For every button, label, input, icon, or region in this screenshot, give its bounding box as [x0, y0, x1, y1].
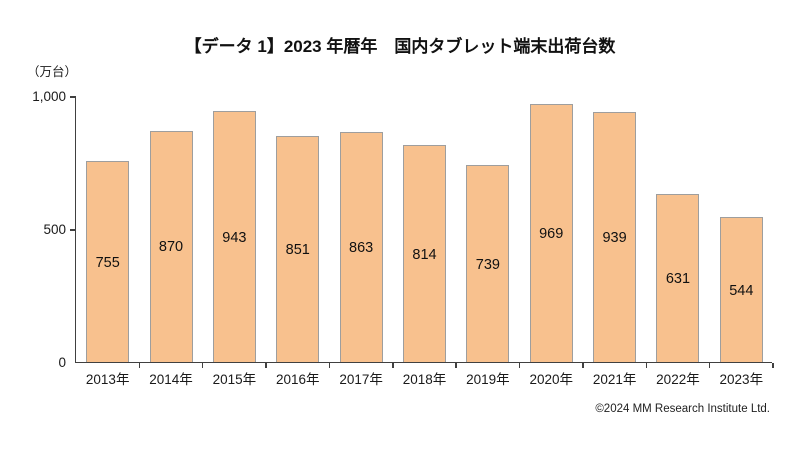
bar-2017年	[339, 132, 383, 362]
bar-value-label: 631	[665, 271, 691, 288]
x-axis-label: 2023年	[719, 372, 764, 387]
plot-area: 0 500 1,000 755 2013年 870 2014年 943 2015年 851 2016…	[32, 89, 774, 387]
x-axis-tick	[772, 363, 774, 368]
x-axis-tick	[518, 363, 521, 368]
bar-value-label: 851	[285, 241, 310, 258]
footer-credit: ©2024 MM Research Institute Ltd.	[595, 403, 770, 415]
x-axis-tick	[138, 363, 141, 368]
x-axis-label: 2013年	[85, 372, 130, 387]
bar-value-label: 939	[602, 230, 627, 247]
y-axis-unit-label: （万台）	[27, 65, 78, 79]
bar-value-label: 544	[729, 282, 754, 299]
y-axis-tick-label: 0	[58, 355, 66, 370]
chart-title: 【データ 1】2023 年暦年 国内タブレット端末出荷台数	[184, 37, 616, 56]
bar-2023年	[719, 217, 763, 362]
bar-2018年	[403, 145, 446, 362]
x-axis-label: 2014年	[149, 372, 193, 387]
bar-value-label: 814	[412, 246, 437, 263]
bar-2016年	[276, 135, 320, 362]
x-axis-tick	[201, 363, 204, 368]
x-axis-tick	[265, 363, 267, 368]
x-axis-tick	[392, 363, 394, 368]
x-axis-label: 2017年	[339, 372, 383, 387]
bar-2020年	[529, 104, 573, 362]
x-axis-label: 2018年	[402, 372, 447, 387]
x-axis-tick	[645, 363, 648, 368]
bar-2014年	[149, 130, 193, 362]
bar-2015年	[212, 111, 256, 362]
x-axis-tick	[582, 363, 584, 368]
x-axis-tick	[455, 363, 457, 368]
y-axis-tick	[70, 229, 76, 231]
bar-value-label: 943	[222, 229, 247, 246]
bar-value-label: 969	[539, 226, 564, 243]
y-axis-tick-label: 500	[43, 222, 66, 237]
y-axis-tick-label: 1,000	[32, 89, 66, 104]
x-axis-label: 2015年	[212, 372, 257, 387]
x-axis-label: 2022年	[656, 372, 700, 387]
x-axis-label: 2019年	[466, 372, 510, 387]
y-axis-tick	[70, 96, 76, 98]
x-axis-label: 2020年	[529, 372, 573, 387]
x-axis-label: 2021年	[592, 372, 637, 387]
bar-2021年	[593, 112, 637, 362]
bar-2013年	[86, 161, 130, 362]
bar-value-label: 870	[158, 239, 184, 256]
bar-value-label: 863	[349, 240, 374, 257]
bar-2019年	[466, 165, 510, 362]
x-axis-tick	[708, 363, 711, 368]
bar-value-label: 755	[95, 254, 120, 271]
x-axis-label: 2016年	[275, 372, 320, 387]
bar-value-label: 739	[475, 256, 500, 273]
bar-2022年	[656, 194, 700, 362]
x-axis-tick	[328, 363, 331, 368]
